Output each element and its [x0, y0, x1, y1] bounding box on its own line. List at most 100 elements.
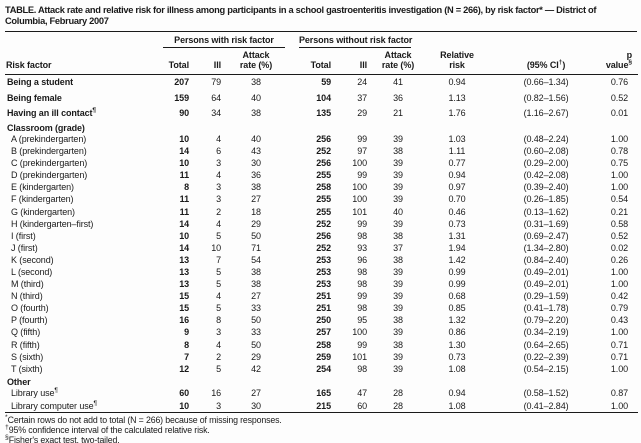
section-row: Classroom (grade)	[5, 120, 638, 133]
relative-risk-cell: 1.31	[448, 230, 466, 241]
ci-cell: (1.16–2.67)	[523, 107, 569, 118]
total-without-cell: 252	[316, 146, 331, 157]
total-with-cell: 11	[179, 206, 189, 217]
table-row: Library computer use¶ 10 3 30 215 60 28 1.08 (0.…	[5, 399, 639, 413]
attack-rate-without-cell: 38	[393, 146, 403, 157]
attack-rate-with-cell: 38	[251, 266, 261, 277]
total-without-cell: 253	[316, 254, 331, 265]
total-without-cell: 215	[289, 399, 335, 413]
footnote-marker-dagger: †	[5, 424, 9, 432]
total-without-cell: 250	[316, 315, 331, 326]
attack-rate-with-cell: 50	[251, 339, 261, 350]
relative-risk-cell: 1.08	[448, 363, 466, 374]
ci-cell: (0.42–2.08)	[523, 170, 569, 181]
total-without-cell: 253	[316, 266, 331, 277]
pvalue-cell: 0.87	[610, 388, 629, 399]
ci-cell: (1.34–2.80)	[523, 242, 569, 253]
attack-rate-without-cell: 39	[393, 194, 403, 205]
attack-rate-with-cell: 33	[251, 327, 261, 338]
attack-rate-with-cell: 38	[251, 77, 261, 88]
attack-rate-with-cell: 30	[251, 158, 261, 169]
attack-rate-table: Persons with risk factor Persons without…	[5, 34, 639, 413]
total-without-cell: 257	[316, 327, 331, 338]
ill-without-cell: 101	[352, 351, 367, 362]
row-footnote-marker: ¶	[54, 387, 58, 395]
risk-factor-cell: Library use¶	[11, 387, 58, 399]
table-row: S (sixth) 7 2 29 259 101 39 0.73 (0.22–2.39) 0.71	[5, 351, 638, 363]
ci-cell: (0.49–2.01)	[523, 279, 569, 290]
total-with-cell: 10	[179, 230, 189, 241]
attack-rate-without-cell: 39	[393, 351, 403, 362]
table-row: E (kindergarten) 8 3 38 258 100 39 0.97 (0.39–2.…	[5, 181, 638, 193]
risk-factor-cell: G (kindergarten)	[11, 206, 75, 217]
ill-without-cell: 47	[357, 388, 367, 399]
total-with-cell: 10	[163, 399, 193, 413]
attack-rate-without-cell: 39	[393, 133, 403, 144]
ci-cell: (0.39–2.40)	[523, 182, 569, 193]
total-with-cell: 15	[179, 303, 189, 314]
footnote-confidence-interval: †95% confidence interval of the calculat…	[5, 424, 210, 435]
risk-factor-cell: T (sixth)	[11, 363, 43, 374]
risk-factor-cell: A (prekindergarten)	[11, 133, 87, 144]
risk-factor-cell: Library computer use¶	[5, 399, 163, 413]
table-row: Being a student 207 79 38 59 24 41 0.94 (0.66–1.…	[5, 74, 638, 90]
attack-rate-without-cell: 39	[393, 266, 403, 277]
relative-risk-cell: 0.70	[448, 194, 466, 205]
table-row: Being female 159 64 40 104 37 36 1.13 (0.82–1.56…	[5, 90, 638, 105]
attack-rate-with-cell: 38	[251, 182, 261, 193]
ill-without-cell: 99	[357, 339, 367, 350]
attack-rate-without-cell: 39	[393, 327, 403, 338]
total-without-cell: 255	[316, 170, 331, 181]
ill-with-cell: 5	[216, 230, 221, 241]
ill-without-cell: 96	[357, 254, 367, 265]
ill-with-cell: 3	[216, 158, 221, 169]
col-total-without: Total	[289, 47, 335, 75]
row-footnote-marker: ¶	[92, 106, 97, 114]
ill-with-cell: 16	[211, 388, 221, 399]
ill-with-cell: 10	[211, 242, 221, 253]
group-header-without: Persons without risk factor	[289, 34, 425, 48]
ill-with-cell: 5	[216, 363, 221, 374]
total-with-cell: 12	[179, 363, 189, 374]
total-with-cell: 10	[179, 133, 189, 144]
attack-rate-with-cell: 43	[251, 146, 261, 157]
attack-rate-without-cell: 28	[393, 388, 403, 399]
ill-with-cell: 5	[216, 266, 221, 277]
attack-rate-without-cell: 39	[393, 182, 403, 193]
attack-rate-with-cell: 18	[251, 206, 261, 217]
total-with-cell: 90	[179, 107, 189, 118]
ill-without-cell: 98	[357, 266, 367, 277]
relative-risk-cell: 1.94	[448, 242, 466, 253]
ill-with-cell: 5	[216, 303, 221, 314]
ci-cell: (0.29–2.00)	[523, 158, 569, 169]
ci-cell: (0.58–1.52)	[523, 388, 569, 399]
total-without-cell: 255	[316, 206, 331, 217]
pvalue-cell: 0.43	[610, 315, 629, 326]
relative-risk-cell: 0.77	[448, 158, 466, 169]
group-header-spacer	[5, 34, 163, 48]
ill-with-cell: 4	[216, 170, 221, 181]
attack-rate-without-cell: 21	[393, 107, 403, 118]
footnote-marker-section: §	[5, 434, 9, 442]
pvalue-cell: 0.58	[610, 218, 629, 229]
ci-cell: (0.41–2.84)	[489, 399, 604, 413]
pvalue-cell: 0.52	[610, 230, 629, 241]
ill-without-cell: 99	[357, 133, 367, 144]
table-row: O (fourth) 15 5 33 251 98 39 0.85 (0.41–1.78) 0.7…	[5, 302, 638, 314]
ill-without-cell: 60	[335, 399, 371, 413]
pvalue-cell: 0.78	[610, 146, 629, 157]
ci-cell: (0.54–2.15)	[523, 363, 569, 374]
ill-without-cell: 100	[352, 327, 367, 338]
ill-with-cell: 4	[216, 218, 221, 229]
group-without-label: Persons without risk factor	[299, 35, 412, 48]
total-with-cell: 7	[184, 351, 189, 362]
group-header-row: Persons with risk factor Persons without…	[5, 34, 638, 48]
pvalue-cell: 0.26	[610, 254, 629, 265]
pvalue-cell: 0.02	[610, 242, 629, 253]
ill-with-cell: 3	[216, 182, 221, 193]
relative-risk-cell: 1.42	[448, 254, 466, 265]
total-without-cell: 255	[316, 194, 331, 205]
col-p-value: p value§	[603, 47, 639, 75]
total-with-cell: 10	[179, 158, 189, 169]
group-with-label: Persons with risk factor	[163, 35, 285, 48]
